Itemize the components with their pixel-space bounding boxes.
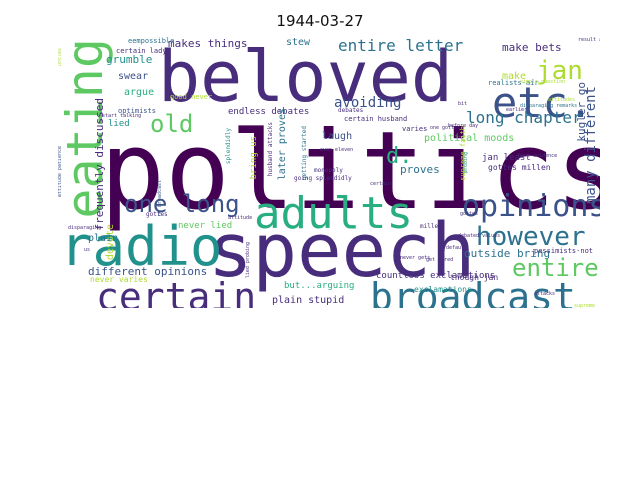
cloud-word: one long (124, 190, 240, 218)
cloud-word: etc. (492, 78, 594, 127)
cloud-word: even eleven (320, 147, 354, 153)
cloud-word: gottes (146, 211, 168, 218)
word-cloud: politics speech beloved eating radio adults br… (58, 36, 600, 308)
cloud-word: optimists (118, 107, 156, 115)
cloud-word: millen (420, 223, 442, 230)
cloud-word: adults (254, 188, 413, 239)
cloud-word: long chapter (466, 108, 582, 127)
cloud-word: laugh (322, 131, 353, 142)
cloud-word: start talking (102, 113, 142, 119)
cloud-word: jan (536, 56, 583, 86)
cloud-word: result anyone (578, 37, 600, 43)
cloud-word: certain husband (344, 115, 408, 123)
cloud-word: make (502, 71, 527, 82)
cloud-word: make bets (502, 41, 562, 54)
cloud-word: endless debates (228, 107, 310, 117)
cloud-word: broadcast (370, 275, 576, 308)
cloud-word: before day (448, 123, 479, 129)
cloud-word: earlier (506, 107, 528, 113)
cloud-word: proves (400, 163, 440, 176)
cloud-word: different opinions (88, 265, 208, 278)
cloud-word: grumble (106, 53, 153, 66)
cloud-word: outside bring (464, 247, 551, 260)
cloud-word: bit (458, 101, 468, 107)
cloud-word: later proves (277, 108, 288, 181)
cloud-word: attitudes (548, 97, 576, 103)
cloud-word: political moods (424, 133, 515, 144)
cloud-word: realists-air (488, 79, 539, 87)
cloud-word: disparaging (68, 225, 102, 231)
cloud-word: probing (463, 152, 469, 174)
cloud-word: though jan (450, 273, 499, 282)
cloud-word: however (476, 222, 586, 252)
cloud-word: getting started (301, 126, 308, 181)
cloud-word: simple question (520, 79, 566, 85)
cloud-word: monopoly (314, 167, 343, 174)
cloud-word: lied (108, 119, 130, 129)
cloud-word: plain stupid (272, 295, 345, 306)
cloud-word: but...arguing (284, 281, 355, 291)
cloud-word: exclamations (414, 285, 472, 294)
cloud-word: get tired (426, 257, 454, 263)
cloud-word: stew (286, 37, 311, 48)
cloud-word: swear (118, 71, 149, 82)
figure-title: 1944-03-27 (276, 12, 364, 30)
cloud-word: default (446, 245, 468, 251)
cloud-word: certain (96, 275, 257, 308)
cloud-word: gottes (460, 211, 479, 217)
cloud-word: lied probing (245, 242, 251, 279)
cloud-word: never lied (178, 221, 233, 231)
cloud-word: varies (402, 125, 428, 133)
cloud-word: radio (60, 215, 223, 278)
cloud-word: supreme (574, 303, 596, 309)
cloud-word: splendidly (225, 128, 232, 165)
cloud-word: argue (124, 87, 155, 98)
cloud-word: politics (100, 109, 600, 234)
cloud-word: gottes millen (488, 163, 551, 172)
cloud-word: husband attacks (267, 122, 274, 177)
cloud-word: uncles (58, 48, 63, 67)
cloud-word: good never (170, 93, 213, 101)
cloud-word: best evidence (518, 153, 558, 159)
cloud-word: entire letter (338, 36, 464, 55)
cloud-word: speech (208, 208, 476, 294)
cloud-word: debates (338, 107, 364, 114)
cloud-word: d. (386, 144, 413, 169)
cloud-word: beloved (158, 36, 454, 118)
cloud-word: jan least (482, 153, 531, 163)
cloud-word: makes things (168, 37, 248, 50)
cloud-word: avoiding (334, 95, 402, 111)
cloud-word: disparaging remarks (520, 103, 578, 109)
cloud-word: opinions (462, 189, 600, 224)
cloud-word: us (84, 247, 91, 253)
cloud-word: never varies (90, 275, 148, 284)
cloud-word: certain (370, 181, 392, 187)
cloud-word: never gets (400, 255, 431, 261)
cloud-word: countless exclamations (376, 271, 496, 281)
cloud-word: pessimists-not (534, 247, 594, 255)
cloud-word: attacks (534, 291, 556, 297)
cloud-word: kugler go (575, 82, 588, 142)
cloud-word: old (150, 110, 194, 138)
cloud-word: debated values (458, 233, 501, 239)
cloud-word: attitude (228, 215, 253, 221)
cloud-word: plain (88, 233, 119, 244)
cloud-word: attitude patience (58, 146, 63, 198)
cloud-word: one gottes (430, 125, 461, 131)
cloud-word: certain lady (116, 47, 167, 55)
cloud-word: eempossible (128, 37, 175, 45)
cloud-word: bring us (249, 136, 259, 180)
cloud-word: no broadcast (157, 180, 163, 217)
cloud-word: going splendidly (294, 175, 352, 182)
cloud-word: entire (512, 254, 599, 282)
